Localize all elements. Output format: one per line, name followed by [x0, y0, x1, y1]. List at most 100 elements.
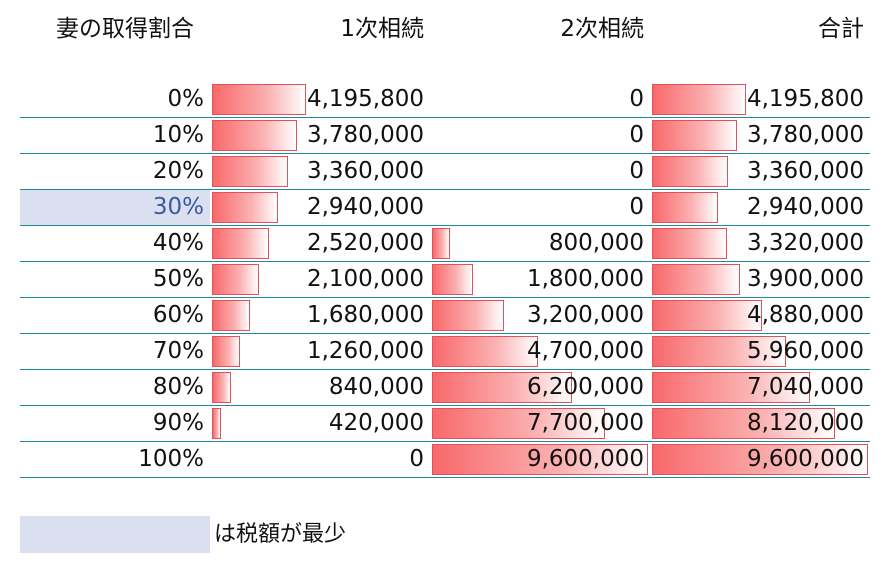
data-bar	[212, 408, 221, 439]
second-inheritance-value: 800,000	[548, 230, 644, 256]
first-inheritance-value: 1,680,000	[306, 302, 424, 328]
data-bar	[432, 408, 605, 439]
first-inheritance-value: 2,520,000	[306, 230, 424, 256]
rate-cell[interactable]: 50%	[20, 262, 210, 297]
rate-cell[interactable]: 30%	[20, 190, 210, 225]
rate-value: 90%	[152, 410, 204, 436]
second-inheritance-cell[interactable]: 0	[430, 82, 650, 117]
second-inheritance-value: 0	[629, 86, 644, 112]
data-bar	[212, 228, 269, 259]
legend-swatch	[20, 516, 210, 553]
table-row[interactable]: 40% 2,520,000 800,000 3,320,000	[20, 226, 870, 262]
rate-cell[interactable]: 20%	[20, 154, 210, 189]
rate-cell[interactable]: 90%	[20, 406, 210, 441]
first-inheritance-cell[interactable]: 1,680,000	[210, 298, 430, 333]
first-inheritance-cell[interactable]: 840,000	[210, 370, 430, 405]
data-bar	[212, 192, 278, 223]
data-bar	[212, 372, 231, 403]
header-second-inheritance: 2次相続	[560, 16, 644, 42]
total-cell[interactable]: 3,360,000	[650, 154, 870, 189]
second-inheritance-cell[interactable]: 800,000	[430, 226, 650, 261]
total-value: 8,120,000	[746, 410, 864, 436]
rate-cell[interactable]: 70%	[20, 334, 210, 369]
rate-cell[interactable]: 10%	[20, 118, 210, 153]
first-inheritance-cell[interactable]: 420,000	[210, 406, 430, 441]
data-bar	[432, 300, 504, 331]
first-inheritance-cell[interactable]: 3,360,000	[210, 154, 430, 189]
second-inheritance-value: 0	[629, 122, 644, 148]
data-bar	[432, 444, 648, 475]
table-row[interactable]: 30% 2,940,000 0 2,940,000	[20, 190, 870, 226]
header-rate: 妻の取得割合	[56, 16, 194, 42]
second-inheritance-value: 4,700,000	[526, 338, 644, 364]
table-row[interactable]: 50% 2,100,000 1,800,000 3,900,000	[20, 262, 870, 298]
first-inheritance-value: 1,260,000	[306, 338, 424, 364]
first-inheritance-cell[interactable]: 2,520,000	[210, 226, 430, 261]
header-total: 合計	[818, 16, 864, 42]
total-value: 2,940,000	[746, 194, 864, 220]
second-inheritance-cell[interactable]: 4,700,000	[430, 334, 650, 369]
second-inheritance-value: 0	[629, 158, 644, 184]
data-bar	[652, 228, 727, 259]
table-row[interactable]: 70% 1,260,000 4,700,000 5,960,000	[20, 334, 870, 370]
rate-value: 60%	[152, 302, 204, 328]
total-cell[interactable]: 2,940,000	[650, 190, 870, 225]
second-inheritance-cell[interactable]: 0	[430, 154, 650, 189]
total-value: 3,780,000	[746, 122, 864, 148]
second-inheritance-cell[interactable]: 9,600,000	[430, 442, 650, 477]
second-inheritance-cell[interactable]: 3,200,000	[430, 298, 650, 333]
second-inheritance-cell[interactable]: 0	[430, 190, 650, 225]
total-cell[interactable]: 4,880,000	[650, 298, 870, 333]
table-row[interactable]: 90% 420,000 7,700,000 8,120,000	[20, 406, 870, 442]
data-bar	[652, 336, 786, 367]
rate-value: 50%	[152, 266, 204, 292]
second-inheritance-cell[interactable]: 0	[430, 118, 650, 153]
total-cell[interactable]: 3,320,000	[650, 226, 870, 261]
rate-value: 70%	[152, 338, 204, 364]
header-first-inheritance: 1次相続	[340, 16, 424, 42]
table-row[interactable]: 80% 840,000 6,200,000 7,040,000	[20, 370, 870, 406]
legend-text: は税額が最少	[214, 522, 347, 547]
first-inheritance-cell[interactable]: 4,195,800	[210, 82, 430, 117]
table-row[interactable]: 100% 0 9,600,000 9,600,000	[20, 442, 870, 478]
data-bar	[652, 408, 835, 439]
total-cell[interactable]: 5,960,000	[650, 334, 870, 369]
rate-cell[interactable]: 40%	[20, 226, 210, 261]
first-inheritance-cell[interactable]: 0	[210, 442, 430, 477]
first-inheritance-cell[interactable]: 2,940,000	[210, 190, 430, 225]
rate-cell[interactable]: 60%	[20, 298, 210, 333]
total-cell[interactable]: 4,195,800	[650, 82, 870, 117]
total-cell[interactable]: 7,040,000	[650, 370, 870, 405]
second-inheritance-value: 1,800,000	[526, 266, 644, 292]
table-row[interactable]: 0% 4,195,800 0 4,195,800	[20, 82, 870, 118]
first-inheritance-value: 0	[409, 446, 424, 472]
total-cell[interactable]: 9,600,000	[650, 442, 870, 477]
total-value: 4,880,000	[746, 302, 864, 328]
first-inheritance-cell[interactable]: 3,780,000	[210, 118, 430, 153]
data-bar	[652, 444, 868, 475]
data-bar	[652, 372, 810, 403]
data-bar	[212, 156, 288, 187]
rate-value: 10%	[152, 122, 204, 148]
first-inheritance-cell[interactable]: 2,100,000	[210, 262, 430, 297]
rate-cell[interactable]: 100%	[20, 442, 210, 477]
data-bar	[652, 192, 718, 223]
first-inheritance-cell[interactable]: 1,260,000	[210, 334, 430, 369]
rate-value: 40%	[152, 230, 204, 256]
table-row[interactable]: 60% 1,680,000 3,200,000 4,880,000	[20, 298, 870, 334]
total-cell[interactable]: 3,900,000	[650, 262, 870, 297]
rate-cell[interactable]: 80%	[20, 370, 210, 405]
table-row[interactable]: 20% 3,360,000 0 3,360,000	[20, 154, 870, 190]
total-cell[interactable]: 8,120,000	[650, 406, 870, 441]
first-inheritance-value: 3,780,000	[306, 122, 424, 148]
total-value: 4,195,800	[746, 86, 864, 112]
table-row[interactable]: 10% 3,780,000 0 3,780,000	[20, 118, 870, 154]
total-cell[interactable]: 3,780,000	[650, 118, 870, 153]
first-inheritance-value: 420,000	[328, 410, 424, 436]
second-inheritance-cell[interactable]: 7,700,000	[430, 406, 650, 441]
data-bar	[212, 264, 259, 295]
rate-cell[interactable]: 0%	[20, 82, 210, 117]
first-inheritance-value: 2,940,000	[306, 194, 424, 220]
second-inheritance-cell[interactable]: 6,200,000	[430, 370, 650, 405]
second-inheritance-cell[interactable]: 1,800,000	[430, 262, 650, 297]
